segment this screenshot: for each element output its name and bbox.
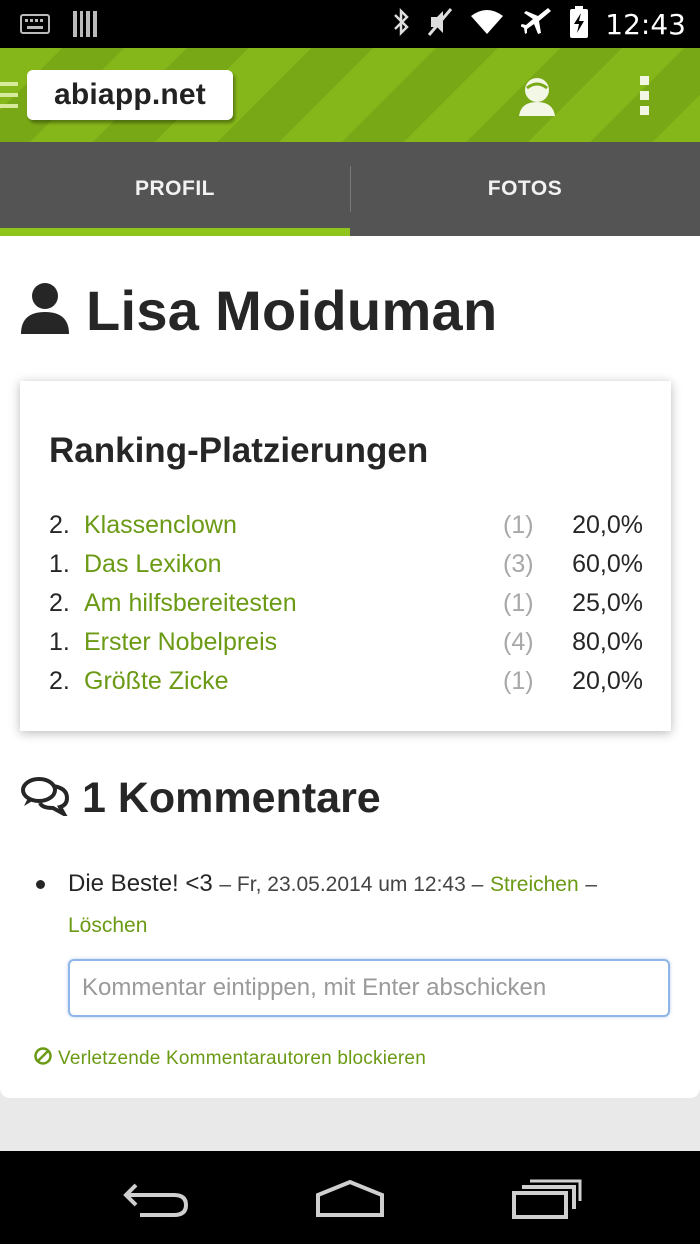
app-bar: abiapp.net: [0, 48, 700, 142]
app-logo[interactable]: abiapp.net: [27, 70, 233, 120]
ranking-row: 2. Klassenclown (1) 20,0%: [49, 507, 643, 546]
ranking-position: 2.: [49, 511, 70, 539]
battery-charging-icon: [569, 5, 589, 44]
barcode-icon: [72, 10, 98, 43]
ranking-category-link[interactable]: Das Lexikon: [84, 550, 222, 578]
ranking-row: 1. Das Lexikon (3) 60,0%: [49, 546, 643, 585]
ranking-list: 2. Klassenclown (1) 20,0% 1. Das Lexikon…: [49, 507, 643, 702]
tab-profil[interactable]: PROFIL: [0, 142, 350, 236]
ranking-category-link[interactable]: Größte Zicke: [84, 667, 229, 695]
delete-comment-link[interactable]: Löschen: [68, 914, 148, 937]
ranking-percent: 25,0%: [572, 589, 643, 617]
ranking-position: 1.: [49, 550, 70, 578]
ranking-category-link[interactable]: Erster Nobelpreis: [84, 628, 278, 656]
person-icon: [20, 282, 70, 339]
airplane-icon: [520, 7, 553, 42]
comment-item: Die Beste! <3 – Fr, 23.05.2014 um 12:43 …: [36, 864, 666, 946]
home-icon[interactable]: [314, 1179, 386, 1224]
back-icon[interactable]: [122, 1179, 190, 1224]
ranking-category-link[interactable]: Klassenclown: [84, 511, 237, 539]
comment-text: Die Beste! <3: [68, 870, 213, 897]
ranking-position: 1.: [49, 628, 70, 656]
ranking-percent: 80,0%: [572, 628, 643, 656]
block-authors-link[interactable]: Verletzende Kommentarautoren blockieren: [33, 1046, 426, 1072]
block-icon: [33, 1046, 53, 1072]
ranking-row: 2. Größte Zicke (1) 20,0%: [49, 663, 643, 702]
ranking-vote-count: (1): [503, 667, 534, 695]
user-profile-icon[interactable]: [517, 76, 557, 121]
recent-apps-icon[interactable]: [512, 1179, 582, 1224]
ranking-card: Ranking-Platzierungen 2. Klassenclown (1…: [20, 381, 671, 731]
comment-separator: –: [585, 873, 598, 896]
profile-header: Lisa Moiduman: [20, 278, 498, 343]
ranking-percent: 20,0%: [572, 667, 643, 695]
drawer-icon[interactable]: [0, 82, 18, 115]
ranking-row: 1. Erster Nobelpreis (4) 80,0%: [49, 624, 643, 663]
ranking-vote-count: (1): [503, 511, 534, 539]
ranking-vote-count: (3): [503, 550, 534, 578]
bluetooth-icon: [391, 7, 411, 42]
comments-icon: [20, 776, 70, 821]
ranking-percent: 20,0%: [572, 511, 643, 539]
navigation-bar: [0, 1151, 700, 1244]
comments-header: 1 Kommentare: [20, 774, 381, 823]
block-authors-label: Verletzende Kommentarautoren blockieren: [58, 1048, 426, 1069]
comment-input[interactable]: [68, 959, 670, 1017]
ranking-position: 2.: [49, 589, 70, 617]
keyboard-icon: [20, 14, 50, 39]
tab-divider: [350, 166, 351, 212]
strike-comment-link[interactable]: Streichen: [489, 873, 579, 896]
overflow-menu-icon[interactable]: [640, 76, 650, 121]
ranking-percent: 60,0%: [572, 550, 643, 578]
tab-fotos[interactable]: FOTOS: [487, 177, 563, 200]
bullet: [36, 880, 45, 889]
comments-title: 1 Kommentare: [82, 774, 381, 822]
ranking-position: 2.: [49, 667, 70, 695]
status-bar: 12:43: [0, 0, 700, 48]
ranking-category-link[interactable]: Am hilfsbereitesten: [84, 589, 297, 617]
mute-icon: [427, 7, 453, 42]
ranking-vote-count: (1): [503, 589, 534, 617]
ranking-row: 2. Am hilfsbereitesten (1) 25,0%: [49, 585, 643, 624]
wifi-icon: [469, 8, 505, 41]
clock: 12:43: [605, 7, 686, 41]
profile-content: Lisa Moiduman Ranking-Platzierungen 2. K…: [0, 236, 700, 1098]
ranking-vote-count: (4): [503, 628, 534, 656]
profile-name: Lisa Moiduman: [86, 279, 498, 342]
comment-meta: – Fr, 23.05.2014 um 12:43 –: [219, 873, 484, 896]
ranking-title: Ranking-Platzierungen: [49, 431, 429, 470]
